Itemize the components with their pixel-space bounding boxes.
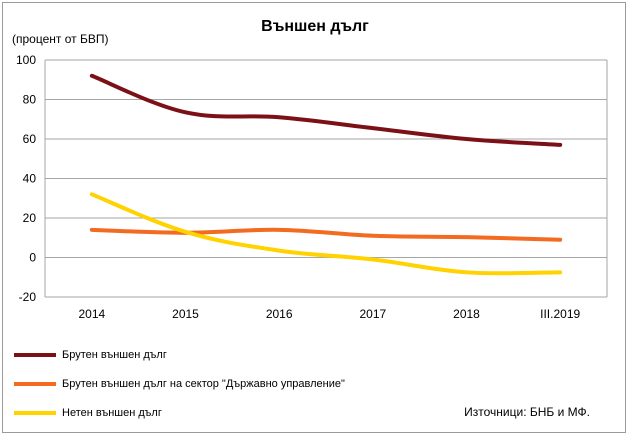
legend-label: Брутен външен дълг на сектор "Държавно у… bbox=[62, 378, 345, 390]
legend-label: Нетен външен дълг bbox=[62, 407, 162, 419]
legend-swatch bbox=[14, 382, 56, 386]
y-tick-label: -20 bbox=[19, 290, 37, 304]
y-tick-label: 80 bbox=[23, 93, 37, 107]
x-tick-label: 2016 bbox=[266, 307, 293, 321]
series-line-net-external-debt bbox=[89, 192, 563, 276]
legend-item-government-sector-debt: Брутен външен дълг на сектор "Държавно у… bbox=[14, 376, 345, 392]
y-axis-ticks: -20 0 20 40 60 80 100 bbox=[16, 53, 36, 304]
legend-swatch bbox=[14, 353, 56, 357]
y-tick-label: 0 bbox=[29, 251, 36, 265]
x-tick-label: 2018 bbox=[453, 307, 480, 321]
x-axis-ticks: 2014 2015 2016 2017 2018 III.2019 bbox=[78, 307, 580, 321]
x-tick-label: III.2019 bbox=[540, 307, 580, 321]
legend-label: Брутен външен дълг bbox=[62, 349, 167, 361]
legend-swatch bbox=[14, 411, 56, 415]
legend-item-gross-external-debt: Брутен външен дълг bbox=[14, 347, 167, 363]
y-tick-label: 40 bbox=[23, 172, 37, 186]
chart-title: Външен дълг bbox=[261, 18, 369, 35]
x-tick-label: 2017 bbox=[359, 307, 386, 321]
y-tick-label: 60 bbox=[23, 132, 37, 146]
y-tick-label: 100 bbox=[16, 53, 36, 67]
legend-item-net-external-debt: Нетен външен дълг bbox=[14, 405, 162, 421]
gridlines bbox=[44, 59, 608, 298]
x-tick-label: 2014 bbox=[78, 307, 105, 321]
series-line-gross-external-debt bbox=[89, 73, 563, 147]
series-lines bbox=[89, 73, 563, 276]
y-tick-label: 20 bbox=[23, 211, 37, 225]
y-axis-unit-label: (процент от БВП) bbox=[12, 32, 109, 46]
series-line-government-sector-debt bbox=[89, 227, 563, 242]
source-note: Източници: БНБ и МФ. bbox=[464, 405, 590, 419]
x-tick-label: 2015 bbox=[172, 307, 199, 321]
